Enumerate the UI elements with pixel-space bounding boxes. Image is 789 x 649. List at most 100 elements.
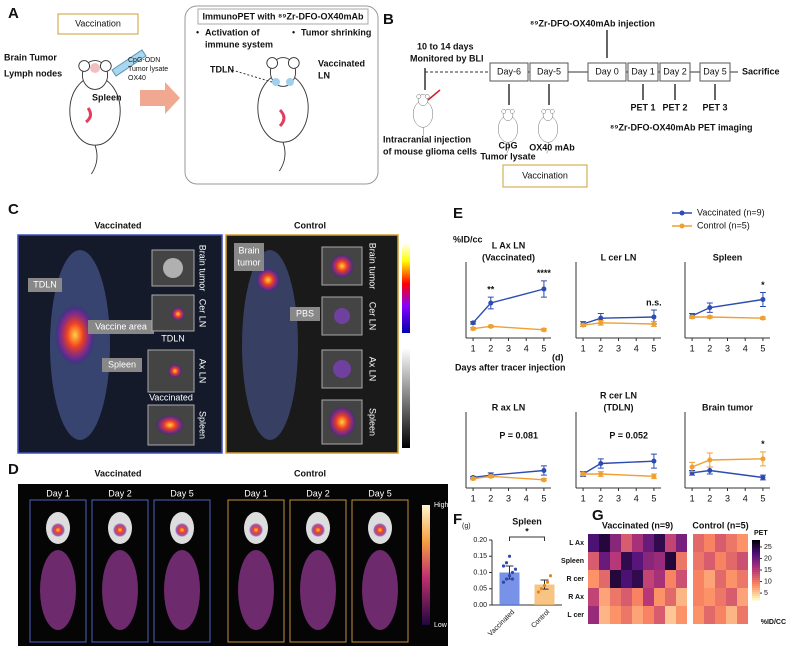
chart-title: Spleen bbox=[512, 516, 542, 526]
colorbar-tick-label: 25 bbox=[764, 544, 772, 551]
annotation: * bbox=[761, 439, 765, 449]
colorbar-title: PET bbox=[416, 281, 426, 299]
y-tick-label: 0.05 bbox=[473, 586, 487, 593]
inset-label: Cer LN bbox=[368, 302, 378, 331]
heat-cell bbox=[599, 588, 610, 606]
heat-cell bbox=[704, 606, 715, 624]
colorbar-tick-label: 5 bbox=[764, 590, 768, 597]
text: Intracranial injection bbox=[383, 134, 471, 144]
point bbox=[580, 471, 586, 477]
point bbox=[598, 320, 604, 326]
heat-cell bbox=[610, 534, 621, 552]
colorbar-step bbox=[752, 560, 760, 563]
panel-label: D bbox=[8, 461, 19, 478]
text: 10 to 14 days bbox=[417, 41, 474, 51]
colorbar-step bbox=[752, 544, 760, 547]
series-line bbox=[472, 469, 544, 479]
panel-b: B ⁸⁹Zr-DFO-OX40mAb injection 10 to 14 da… bbox=[383, 11, 780, 188]
heat-cell bbox=[632, 570, 643, 588]
point bbox=[598, 315, 604, 321]
point bbox=[707, 314, 713, 320]
inset-label: Brain tumor bbox=[368, 243, 378, 290]
heat-cell bbox=[665, 588, 676, 606]
point bbox=[488, 473, 494, 479]
chart-title: Brain tumor bbox=[702, 402, 754, 412]
point bbox=[760, 315, 766, 321]
colorbar-step bbox=[752, 550, 760, 553]
heat-cell bbox=[665, 552, 676, 570]
heat-cell bbox=[726, 588, 737, 606]
x-axis-label: Days after tracer injection bbox=[455, 362, 566, 372]
heat-cell bbox=[643, 606, 654, 624]
pet-series: Day 1 Day 2 Day 5 Day 1 Day 2 Day 5 bbox=[29, 488, 409, 643]
series-line bbox=[472, 288, 545, 324]
point bbox=[651, 473, 657, 479]
insets bbox=[147, 246, 363, 446]
image-frame bbox=[91, 499, 149, 643]
box bbox=[57, 13, 139, 35]
text: LN bbox=[318, 70, 330, 80]
series-line bbox=[691, 458, 763, 468]
image-label: PBS bbox=[296, 308, 314, 318]
heat-cell bbox=[621, 588, 632, 606]
x-tick-label: 5 bbox=[651, 343, 656, 353]
point bbox=[707, 457, 713, 463]
point bbox=[651, 458, 657, 464]
x-tick-label: 3 bbox=[506, 343, 511, 353]
image-frame bbox=[289, 499, 347, 643]
pet-image bbox=[51, 523, 65, 537]
group-title: Control (n=5) bbox=[692, 520, 748, 530]
box-title: Vaccination bbox=[522, 170, 568, 180]
point bbox=[651, 321, 657, 327]
x-tick-label: 5 bbox=[541, 343, 546, 353]
colorbar-unit: [%ID/cc] bbox=[426, 249, 433, 275]
colorbar-step bbox=[752, 574, 760, 577]
pointer bbox=[231, 69, 273, 83]
x-tick-label: 5 bbox=[760, 493, 765, 503]
colorbar-step bbox=[752, 570, 760, 573]
heat-cell bbox=[588, 534, 599, 552]
y-tick-label: 0.20 bbox=[473, 537, 487, 544]
x-tick-label: 3 bbox=[725, 343, 730, 353]
annotation: ** bbox=[487, 285, 495, 295]
inset-label: Spleen bbox=[368, 408, 378, 436]
colorbar-step bbox=[752, 542, 760, 545]
heat-cell bbox=[643, 552, 654, 570]
heat-cell bbox=[599, 606, 610, 624]
day: Day 0 bbox=[595, 66, 619, 76]
heat-cell bbox=[737, 534, 748, 552]
x-tick-label: 4 bbox=[743, 493, 748, 503]
heat-cell bbox=[715, 570, 726, 588]
heat-cell bbox=[726, 570, 737, 588]
colorbar-step bbox=[752, 546, 760, 549]
panel-label: A bbox=[8, 5, 19, 22]
colorbar-step bbox=[752, 598, 760, 601]
heat-cell bbox=[643, 534, 654, 552]
point bbox=[598, 471, 604, 477]
chart-title: (TDLN) bbox=[604, 402, 634, 412]
text: Tumor lysate bbox=[128, 66, 168, 73]
spleen-icon bbox=[85, 107, 93, 124]
colorbar-step bbox=[752, 552, 760, 555]
inset-label: Brain tumor bbox=[198, 245, 208, 292]
inset-note: TDLN bbox=[161, 333, 185, 343]
heat-cell bbox=[588, 552, 599, 570]
heat-cell bbox=[610, 606, 621, 624]
heat-cell bbox=[676, 606, 687, 624]
chart-title: L cer LN bbox=[601, 252, 637, 262]
image-frame bbox=[351, 499, 409, 643]
colorbar-tick-label: 10 bbox=[764, 578, 772, 585]
x-tick-label: 2 bbox=[488, 343, 493, 353]
heat-cell bbox=[588, 606, 599, 624]
tumor bbox=[90, 63, 100, 73]
point bbox=[760, 475, 766, 480]
row-label: R Ax bbox=[568, 594, 584, 601]
heat-cell bbox=[726, 606, 737, 624]
point bbox=[598, 461, 604, 466]
panel-label: F bbox=[453, 511, 462, 528]
box-title: Vaccination bbox=[75, 18, 121, 28]
legend-label: Vaccinated (n=9) bbox=[697, 207, 765, 217]
heat-cell bbox=[632, 534, 643, 552]
heat-cell bbox=[621, 552, 632, 570]
